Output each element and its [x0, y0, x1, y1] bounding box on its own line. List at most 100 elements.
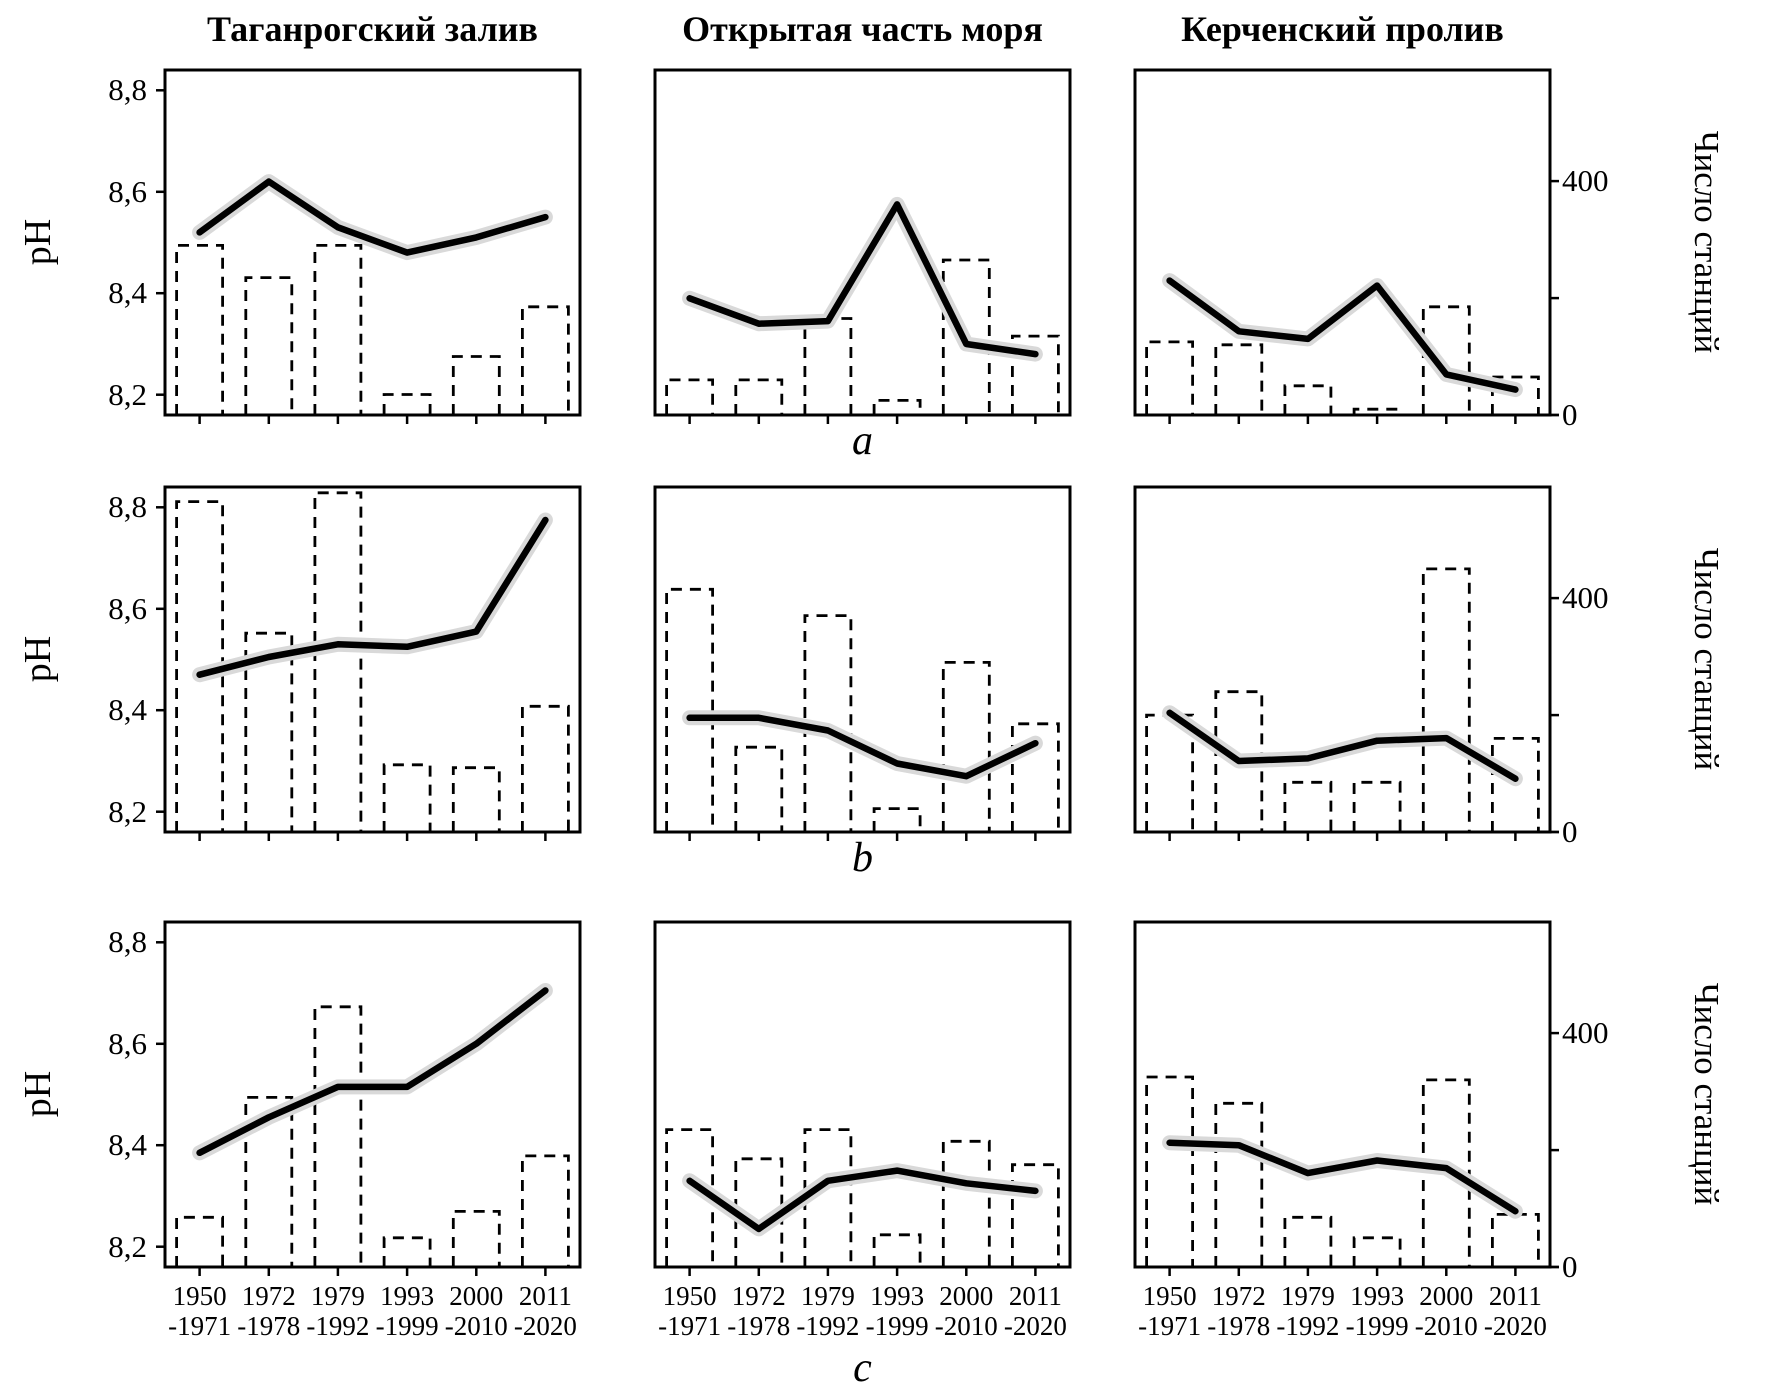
- x-tick-label: 1993 -1999: [375, 1281, 439, 1342]
- column-title-kerch: Керченский пролив: [1181, 9, 1504, 49]
- stations-bar: [1283, 384, 1333, 415]
- stations-bar: [1352, 1236, 1402, 1267]
- stations-bar: [1214, 343, 1264, 415]
- stations-bar: [244, 1096, 294, 1267]
- ph-confidence-band: [682, 196, 1043, 362]
- x-tick-label: 1950 -1971: [1138, 1281, 1202, 1342]
- x-tick-label: 1972 -1978: [1207, 1281, 1271, 1342]
- panel-border: [1133, 68, 1552, 417]
- panel-border: [653, 920, 1072, 1269]
- stations-bar: [1491, 737, 1540, 832]
- stations-bar: [521, 1154, 570, 1267]
- panel-border: [163, 920, 582, 1269]
- stations-bar: [1283, 780, 1333, 832]
- stations-tick-label: 0: [1562, 1249, 1578, 1284]
- column-title-taganrog: Таганрогский залив: [207, 9, 538, 49]
- ph-confidence-band: [192, 512, 553, 683]
- x-tick-label: 2000 -2010: [444, 1281, 508, 1342]
- y-axis-label-ph-row-b: pH: [17, 635, 59, 683]
- stations-bar: [1491, 1213, 1540, 1267]
- stations-bar: [313, 244, 363, 415]
- stations-bar: [941, 1139, 991, 1267]
- panel-border: [1133, 920, 1552, 1269]
- stations-bar: [1352, 407, 1402, 415]
- stations-tick-label: 0: [1562, 814, 1578, 849]
- stations-bar: [734, 745, 784, 832]
- panel-border: [653, 485, 1072, 834]
- y-axis-label-stations-row-b: Число станций: [1687, 547, 1726, 771]
- y-axis-label-stations-row-a: Число станций: [1687, 130, 1726, 354]
- panel-border: [163, 485, 582, 834]
- ph-line: [686, 201, 1039, 358]
- stations-bar: [382, 393, 432, 415]
- ph-confidence-band: [1162, 273, 1523, 398]
- x-tick-label: 1979 -1992: [306, 1281, 370, 1342]
- panel-c-1: [653, 920, 1072, 1276]
- stations-tick-label: 400: [1562, 580, 1609, 616]
- ph-tick-label: 8,2: [108, 793, 147, 829]
- panel-border: [1133, 485, 1552, 834]
- stations-bar: [1491, 375, 1540, 415]
- stations-bar: [665, 587, 714, 832]
- ph-tick-label: 8,4: [108, 692, 147, 728]
- ph-tick-label: 8,2: [108, 376, 147, 412]
- x-tick-label: 2000 -2010: [1414, 1281, 1478, 1342]
- panel-b-1: [653, 485, 1072, 841]
- stations-bar: [1421, 1078, 1471, 1267]
- panel-b-2: [1133, 485, 1559, 841]
- panel-border: [163, 68, 582, 417]
- stations-bar: [872, 399, 922, 415]
- row-letter-a: a: [852, 418, 873, 464]
- stations-tick-label: 400: [1562, 163, 1609, 199]
- ph-tick-label: 8,6: [108, 590, 147, 626]
- panel-border: [653, 68, 1072, 417]
- stations-bar: [451, 355, 501, 415]
- y-axis-label-stations-row-c: Число станций: [1687, 982, 1726, 1206]
- x-tick-label: 2011 -2020: [1483, 1281, 1547, 1342]
- column-title-open-sea: Открытая часть моря: [682, 9, 1043, 49]
- x-tick-label: 1979 -1992: [1276, 1281, 1340, 1342]
- stations-bar: [175, 244, 224, 415]
- stations-bar: [1214, 1101, 1264, 1267]
- ph-tick-label: 8,8: [108, 72, 147, 108]
- stations-bar: [244, 631, 294, 832]
- ph-line: [1166, 1139, 1519, 1215]
- x-tick-label: 1972 -1978: [727, 1281, 791, 1342]
- panel-a-2: [1133, 68, 1559, 424]
- ph-line: [196, 516, 549, 678]
- stations-bar: [803, 614, 853, 832]
- stations-bar: [734, 378, 784, 415]
- panel-c-0: [156, 920, 582, 1276]
- ph-tick-label: 8,8: [108, 489, 147, 525]
- stations-bar: [382, 763, 432, 832]
- ph-tick-label: 8,4: [108, 275, 147, 311]
- x-tick-label: 1979 -1992: [796, 1281, 860, 1342]
- stations-bar: [451, 766, 501, 832]
- ph-line: [196, 178, 549, 256]
- stations-bar: [1283, 1215, 1333, 1267]
- panel-b-0: [156, 485, 582, 841]
- stations-bar: [313, 1005, 363, 1267]
- y-axis-label-ph-row-a: pH: [17, 218, 59, 266]
- panel-a-1: [653, 68, 1072, 424]
- ph-tick-label: 8,6: [108, 173, 147, 209]
- stations-bar: [313, 491, 363, 832]
- x-tick-label: 2011 -2020: [1003, 1281, 1067, 1342]
- ph-line: [686, 714, 1039, 780]
- stations-bar: [521, 704, 570, 832]
- stations-bar: [1011, 334, 1060, 415]
- x-tick-label: 1993 -1999: [1345, 1281, 1409, 1342]
- stations-bar: [1011, 1163, 1060, 1267]
- ph-line: [196, 987, 549, 1157]
- panel-c-2: [1133, 920, 1559, 1276]
- ph-tick-label: 8,6: [108, 1025, 147, 1061]
- ph-line: [1166, 277, 1519, 393]
- ph-line: [1166, 709, 1519, 782]
- stations-bar: [872, 1233, 922, 1267]
- x-tick-label: 1950 -1971: [658, 1281, 722, 1342]
- row-letter-c: c: [853, 1345, 872, 1391]
- stations-bar: [803, 1128, 853, 1267]
- stations-bar: [451, 1210, 501, 1267]
- panel-a-0: [156, 68, 582, 424]
